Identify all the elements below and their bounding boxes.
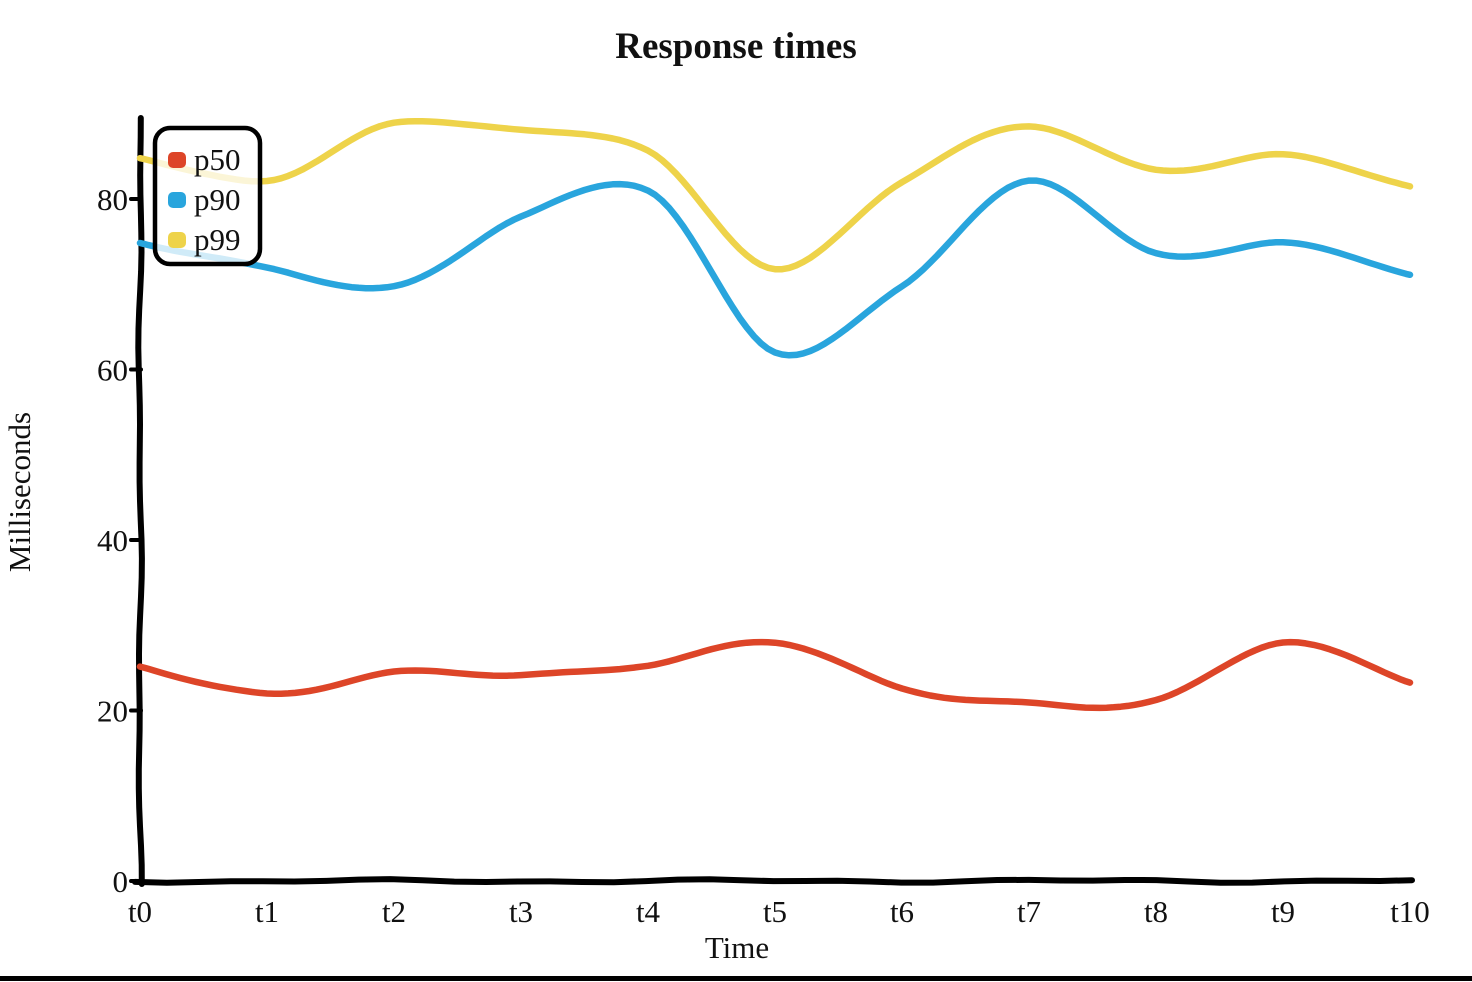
legend-label-p50: p50 <box>194 142 241 177</box>
x-tick-label: t3 <box>509 894 533 929</box>
legend-swatch-p90 <box>168 192 186 208</box>
y-tick-label: 80 <box>97 182 128 217</box>
legend-swatch-p99 <box>168 232 186 248</box>
x-tick-label: t7 <box>1017 894 1041 929</box>
series-p50-line <box>136 638 1414 712</box>
y-tick-label: 60 <box>97 353 128 388</box>
x-tick-label: t10 <box>1390 894 1430 929</box>
legend-label-p99: p99 <box>194 222 241 257</box>
y-tick-label: 40 <box>97 523 128 558</box>
chart-title: Response times <box>615 26 857 67</box>
tick-labels: 0 20 40 60 80 t0 t1 t2 t3 t4 t5 t6 t7 t8 t9 t10 <box>97 182 1430 929</box>
x-tick-label: t1 <box>255 894 279 929</box>
y-axis-line <box>135 115 145 887</box>
x-tick-label: t0 <box>128 894 152 929</box>
x-tick-label: t2 <box>382 894 406 929</box>
y-tick-label: 0 <box>113 864 129 899</box>
x-axis-line <box>132 876 1415 886</box>
axes <box>129 115 1415 887</box>
bottom-border <box>0 976 1472 981</box>
y-tick-label: 20 <box>97 694 128 729</box>
x-tick-label: t9 <box>1271 894 1295 929</box>
x-axis-label: Time <box>705 930 769 965</box>
x-tick-label: t6 <box>890 894 914 929</box>
series-lines <box>136 117 1414 712</box>
series-p90-line <box>136 177 1414 359</box>
legend: p50 p90 p99 <box>152 125 263 267</box>
legend-label-p90: p90 <box>194 182 241 217</box>
x-tick-label: t5 <box>763 894 787 929</box>
legend-swatch-p50 <box>168 152 186 168</box>
x-tick-label: t8 <box>1144 894 1168 929</box>
y-axis-label: Milliseconds <box>2 412 37 572</box>
series-p99-line <box>136 117 1414 273</box>
x-tick-label: t4 <box>636 894 661 929</box>
